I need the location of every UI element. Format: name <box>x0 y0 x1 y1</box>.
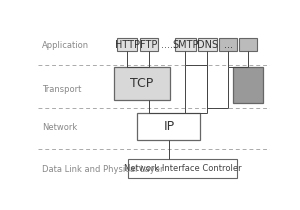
Text: IP: IP <box>163 120 174 133</box>
Text: SMTP: SMTP <box>172 40 198 50</box>
Bar <box>233 67 263 103</box>
Bar <box>198 38 217 51</box>
Bar <box>239 38 256 51</box>
Bar <box>175 38 196 51</box>
Text: TCP: TCP <box>130 77 154 90</box>
Text: DNS: DNS <box>197 40 218 50</box>
Bar <box>140 38 158 51</box>
Text: ...: ... <box>224 40 233 50</box>
Bar <box>117 38 137 51</box>
Text: FTP: FTP <box>140 40 158 50</box>
Text: .....: ..... <box>161 40 176 50</box>
Text: Data Link and Physical Layer: Data Link and Physical Layer <box>42 165 164 174</box>
Bar <box>219 38 237 51</box>
Text: Transport: Transport <box>42 85 82 94</box>
Bar <box>114 67 170 100</box>
Text: HTTP: HTTP <box>115 40 140 50</box>
Text: Application: Application <box>42 41 89 50</box>
Bar <box>137 113 200 140</box>
Text: Network Interface Controler: Network Interface Controler <box>124 164 242 173</box>
Bar <box>128 159 238 178</box>
Text: Network: Network <box>42 123 77 132</box>
